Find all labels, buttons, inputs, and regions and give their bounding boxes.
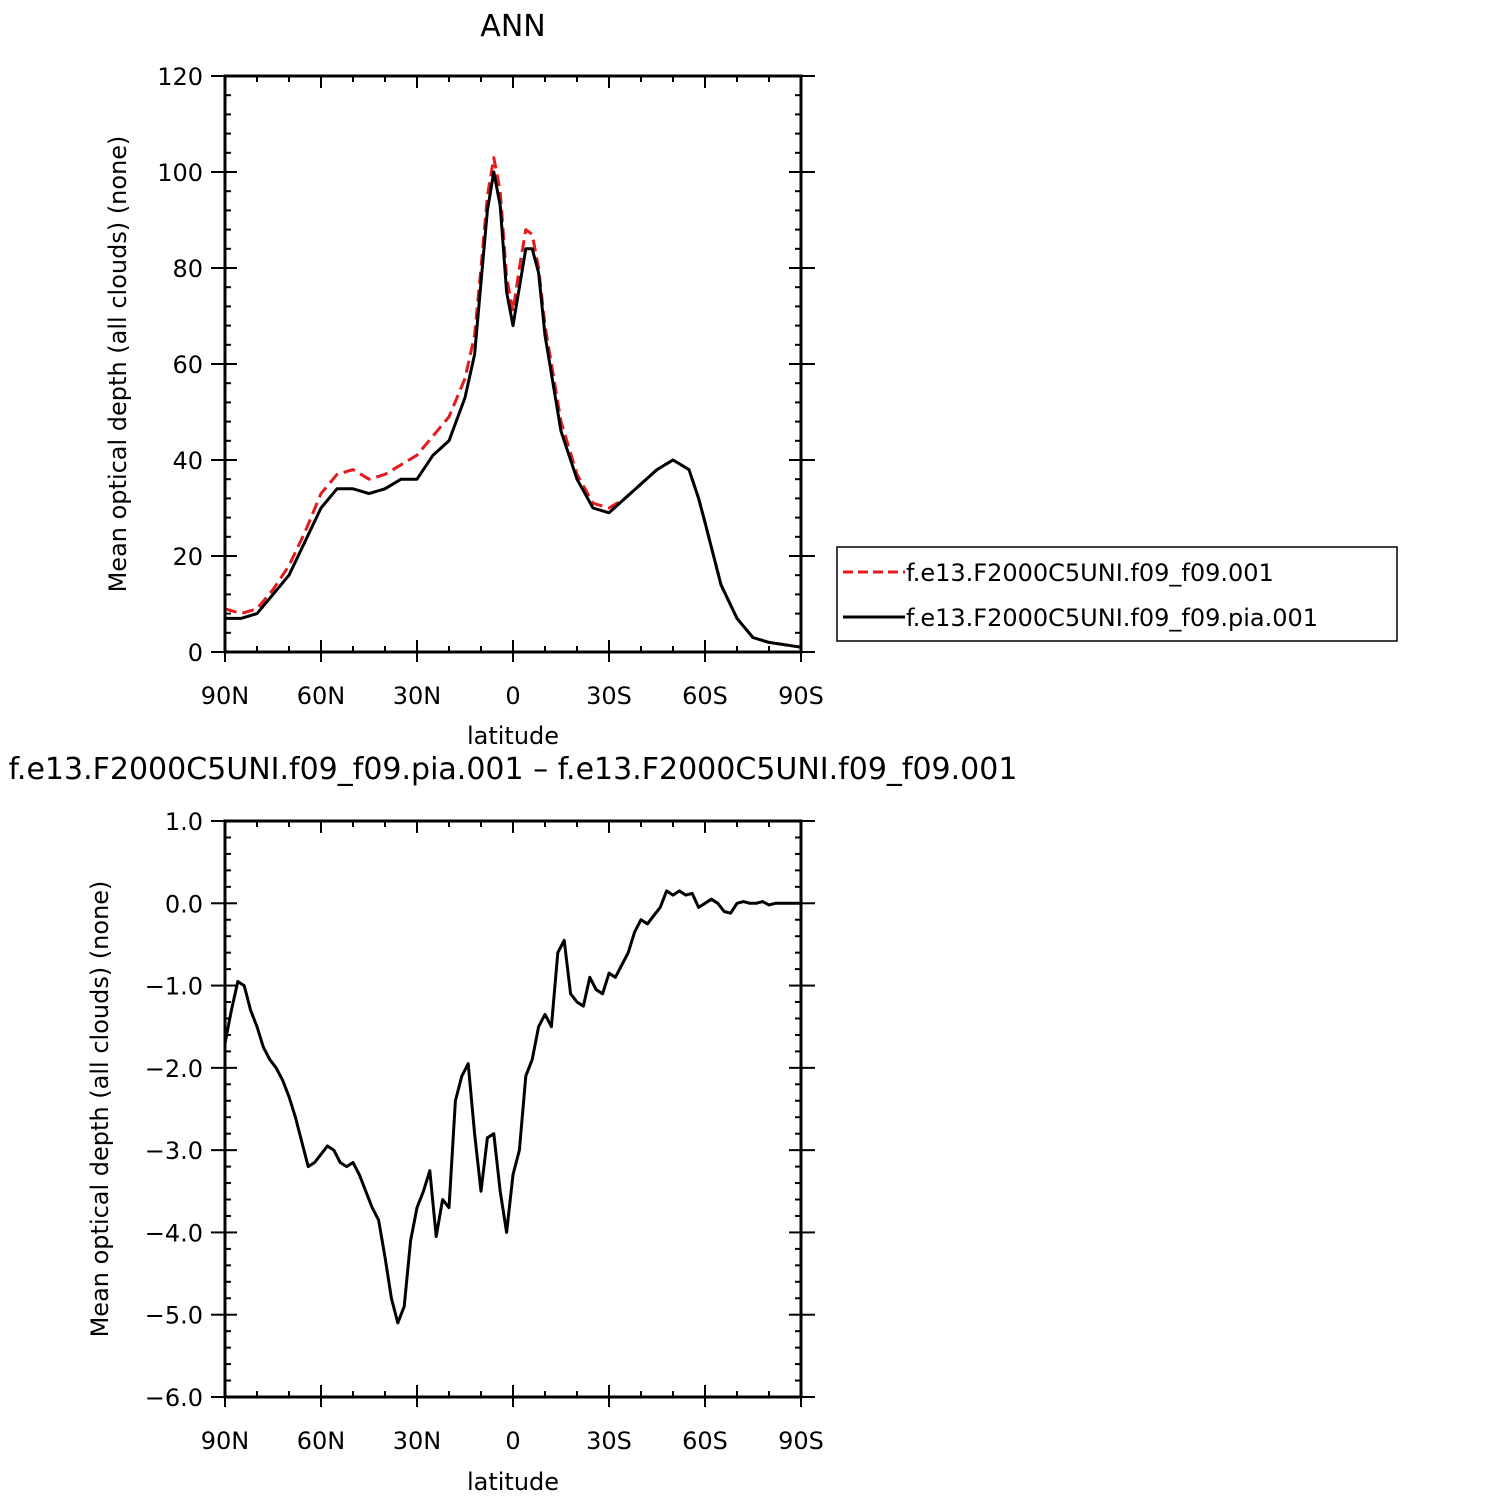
top-line-chart: ANN latitude Mean optical depth (all clo… bbox=[104, 9, 824, 750]
x-tick-label: 30S bbox=[586, 682, 632, 710]
y-tick-label: 120 bbox=[157, 63, 203, 91]
y-tick-label: 100 bbox=[157, 159, 203, 187]
x-tick-label: 90S bbox=[778, 682, 824, 710]
y-tick-label: 1.0 bbox=[165, 808, 203, 836]
x-tick-label: 60N bbox=[297, 682, 346, 710]
y-tick-label: −2.0 bbox=[145, 1055, 203, 1083]
x-tick-label: 60S bbox=[682, 1427, 728, 1455]
y-tick-label: 20 bbox=[172, 543, 203, 571]
bottom-chart-axes: 90N 60N 30N 0 30S 60S 90S 1.0 0.0 −1.0 −2.0 −3.0 −4.… bbox=[145, 808, 824, 1455]
y-tick-label: 60 bbox=[172, 351, 203, 379]
top-chart-xlabel: latitude bbox=[467, 722, 559, 750]
x-tick-label: 90N bbox=[201, 682, 250, 710]
y-tick-label: −6.0 bbox=[145, 1384, 203, 1412]
x-tick-label: 60N bbox=[297, 1427, 346, 1455]
x-tick-label: 30N bbox=[393, 1427, 442, 1455]
legend: f.e13.F2000C5UNI.f09_f09.001 f.e13.F2000… bbox=[836, 546, 1398, 642]
top-chart-series bbox=[224, 156, 802, 649]
x-tick-label: 0 bbox=[505, 1427, 520, 1455]
y-tick-label: −5.0 bbox=[145, 1302, 203, 1330]
series-line-red-dashed-0 bbox=[224, 156, 802, 649]
legend-label-control: f.e13.F2000C5UNI.f09_f09.001 bbox=[906, 559, 1274, 587]
x-tick-label: 90N bbox=[201, 1427, 250, 1455]
bottom-line-chart: f.e13.F2000C5UNI.f09_f09.pia.001 – f.e13… bbox=[9, 752, 1018, 1496]
bottom-chart-ylabel: Mean optical depth (all clouds) (none) bbox=[86, 881, 114, 1338]
y-tick-label: 0 bbox=[188, 639, 203, 667]
y-tick-label: −3.0 bbox=[145, 1137, 203, 1165]
top-chart-ylabel: Mean optical depth (all clouds) (none) bbox=[104, 136, 132, 593]
y-tick-label: −1.0 bbox=[145, 973, 203, 1001]
top-chart-frame bbox=[223, 74, 803, 654]
x-tick-label: 30N bbox=[393, 682, 442, 710]
legend-label-pia: f.e13.F2000C5UNI.f09_f09.pia.001 bbox=[906, 604, 1318, 632]
bottom-chart-title: f.e13.F2000C5UNI.f09_f09.pia.001 – f.e13… bbox=[9, 752, 1018, 787]
legend-box bbox=[836, 546, 1398, 642]
y-tick-label: −4.0 bbox=[145, 1219, 203, 1247]
x-tick-label: 0 bbox=[505, 682, 520, 710]
y-tick-label: 0.0 bbox=[165, 890, 203, 918]
series-line-black-solid-0 bbox=[223, 889, 801, 1325]
x-tick-label: 60S bbox=[682, 682, 728, 710]
bottom-chart-xlabel: latitude bbox=[467, 1468, 559, 1496]
series-line-black-solid-1 bbox=[225, 170, 802, 649]
y-tick-label: 40 bbox=[172, 447, 203, 475]
top-chart-title: ANN bbox=[480, 9, 545, 44]
x-tick-label: 90S bbox=[778, 1427, 824, 1455]
bottom-chart-series bbox=[223, 889, 801, 1325]
x-tick-label: 30S bbox=[586, 1427, 632, 1455]
bottom-chart-frame bbox=[223, 819, 803, 1399]
y-tick-label: 80 bbox=[172, 255, 203, 283]
